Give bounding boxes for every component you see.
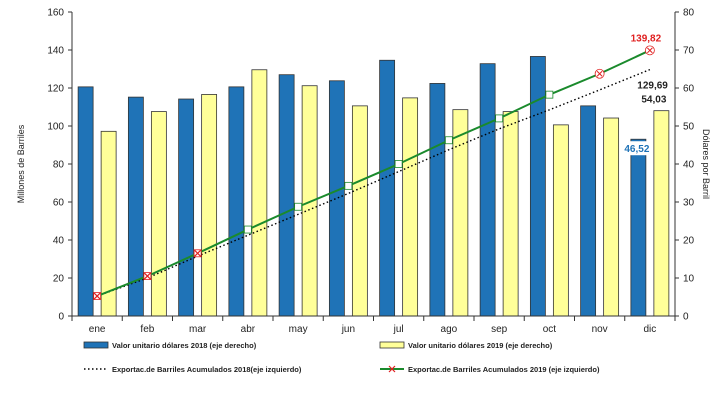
marker-2019-mar [193, 249, 202, 258]
y-left-tick-label: 100 [47, 122, 64, 133]
y-left-axis-title: Millones de Barriles [16, 124, 26, 203]
bar-2019-mar [201, 94, 218, 317]
marker-2019-jun [344, 181, 353, 190]
legend-label: Valor unitario dólares 2018 (eje derecho… [112, 341, 257, 350]
bar-2019-jul [402, 97, 419, 317]
marker-2019-ene [93, 292, 102, 300]
marker-x2 [194, 249, 202, 257]
bar-2019-ago [452, 109, 469, 317]
legend-item-1: Valor unitario dólares 2018 (eje derecho… [83, 341, 257, 350]
bars-layer [77, 56, 670, 317]
marker-2019-feb [143, 272, 152, 281]
bar-2019-sep [502, 111, 519, 317]
legend-label: Valor unitario dólares 2019 (eje derecho… [408, 341, 553, 350]
legend-swatch [379, 341, 405, 349]
legend-item-2: Valor unitario dólares 2019 (eje derecho… [379, 341, 553, 350]
line-2019 [96, 49, 651, 297]
x-tick-label: feb [140, 324, 154, 335]
legend-label: Exportac.de Barriles Acumulados 2019 (ej… [408, 365, 600, 374]
marker-x2 [143, 272, 151, 280]
y-left-tick-label: 20 [53, 274, 65, 285]
bar-2018-may [278, 74, 295, 317]
x-tick-label: dic [643, 324, 656, 335]
y-left-tick-label: 60 [53, 198, 65, 209]
legend-item-3: Exportac.de Barriles Acumulados 2018(eje… [84, 365, 302, 374]
bar-2019-feb [150, 111, 167, 317]
y-right-tick-label: 50 [683, 122, 695, 133]
bar-2018-ene [77, 86, 94, 317]
bar-2019-ene [100, 130, 117, 317]
lines-layer [93, 45, 655, 300]
bar-2019-nov [603, 117, 620, 317]
x-tick-label: nov [592, 324, 608, 335]
bar-2018-ago [429, 83, 446, 317]
axes-layer: 0 20 40 60 80 100 120 140 160 0 10 20 30 40 50 60 70 80 en… [16, 8, 710, 336]
y-right-tick-label: 40 [683, 160, 695, 171]
y-right-axis-title: Dólares por Barril [701, 129, 710, 199]
marker-2019-dic [644, 45, 655, 56]
marker-x2 [647, 47, 653, 54]
annotations-layer: 139,82 129,69 54,03 46,52 [620, 33, 668, 156]
x-tick-label: jun [341, 324, 355, 335]
x-tick-label: mar [189, 324, 207, 335]
y-right-tick-label: 70 [683, 46, 695, 57]
bar-2018-oct [529, 56, 546, 317]
annotation-46-52: 46,52 [624, 144, 649, 155]
y-left-tick-label: 80 [53, 160, 65, 171]
bar-2019-dic [653, 110, 670, 317]
x-tick-label: ago [441, 324, 458, 335]
y-left-tick-label: 40 [53, 236, 65, 247]
y-right-tick-label: 80 [683, 8, 695, 19]
x-tick-label: may [289, 324, 308, 335]
bar-2018-mar [178, 98, 195, 317]
marker-2019-sep [495, 114, 504, 123]
x-tick-label: ene [89, 324, 106, 335]
bar-2018-jun [328, 80, 345, 317]
y-left-tick-label: 140 [47, 46, 64, 57]
legend-swatch [83, 341, 109, 349]
y-right-tick-label: 20 [683, 236, 695, 247]
x-tick-label: jul [393, 324, 404, 335]
marker-2019-abr [243, 225, 252, 234]
y-right-tick-label: 60 [683, 84, 695, 95]
x-tick-label: abr [241, 324, 256, 335]
marker-2019-nov [594, 68, 605, 79]
bar-2018-abr [228, 86, 245, 317]
legend-marker-x2 [388, 365, 396, 373]
y-left-tick-label: 160 [47, 8, 64, 19]
bar-2019-abr [251, 69, 268, 317]
legend-label: Exportac.de Barriles Acumulados 2018(eje… [112, 365, 302, 374]
annotation-139-82: 139,82 [631, 33, 662, 44]
bar-2018-nov [580, 105, 597, 317]
bar-2019-jun [351, 105, 368, 317]
marker-x2 [596, 70, 603, 77]
y-right-tick-label: 30 [683, 198, 695, 209]
marker-2019-ago [444, 136, 453, 145]
y-right-tick-label: 10 [683, 274, 695, 285]
legend: Valor unitario dólares 2018 (eje derecho… [83, 341, 600, 374]
legend-item-4: Exportac.de Barriles Acumulados 2019 (ej… [380, 365, 600, 374]
marker-2019-oct [545, 90, 554, 99]
marker-2019-may [294, 202, 303, 211]
x-tick-label: sep [491, 324, 508, 335]
marker-2019-jul [394, 160, 403, 168]
annotation-54-03: 54,03 [641, 95, 666, 106]
bar-2018-jul [379, 59, 396, 317]
annotation-129-69: 129,69 [637, 81, 668, 92]
bar-2018-sep [479, 63, 496, 317]
x-tick-label: oct [543, 324, 557, 335]
y-right-tick-label: 0 [683, 312, 689, 323]
marker-x2 [93, 292, 101, 300]
annotation-46-52-bg [620, 141, 653, 156]
y-left-tick-label: 120 [47, 84, 64, 95]
y-left-tick-label: 0 [58, 312, 64, 323]
bar-2018-dic [630, 138, 647, 317]
bar-2019-oct [552, 124, 569, 317]
